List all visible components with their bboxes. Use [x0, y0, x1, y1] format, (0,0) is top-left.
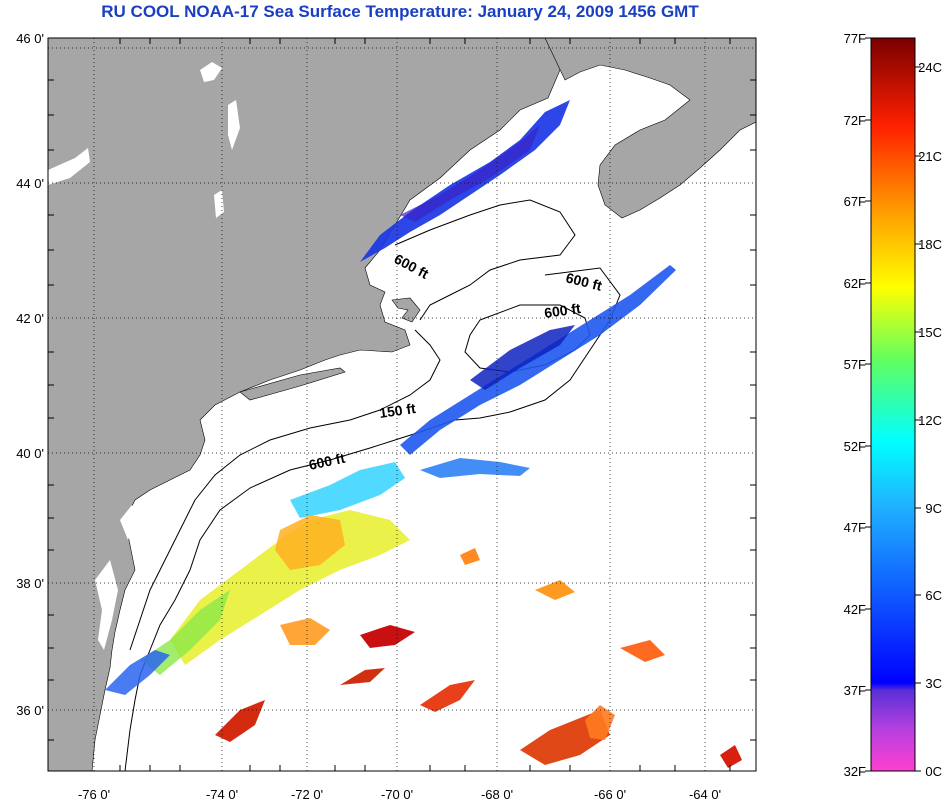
- sst-swath-slope-yellow: [170, 510, 410, 665]
- colorbar-f-label: 32F: [844, 764, 866, 779]
- lake-1: [200, 62, 222, 82]
- sst-patch-red-3: [420, 680, 475, 712]
- contour-label-4: 150 ft: [378, 400, 417, 421]
- delaware-bay: [120, 505, 138, 540]
- colorbar-c-label: 24C: [918, 60, 942, 75]
- colorbar-f-label: 37F: [844, 683, 866, 698]
- lake-4: [48, 148, 90, 185]
- sst-swath-slope-cyan: [290, 462, 405, 518]
- sst-patch-red-6: [720, 745, 742, 768]
- colorbar-c-label: 9C: [925, 501, 942, 516]
- colorbar-c-label: 0C: [925, 764, 942, 779]
- lon-label: -68 0': [481, 787, 513, 802]
- colorbar-c-label: 12C: [918, 413, 942, 428]
- sst-swath-shelf-blue: [420, 458, 530, 478]
- lat-label: 46 0': [16, 31, 44, 46]
- contour-600ft-gulf-maine: [394, 199, 576, 321]
- colorbar-scale: [870, 37, 916, 772]
- colorbar-f-label: 72F: [844, 113, 866, 128]
- colorbar-c-label: 6C: [925, 588, 942, 603]
- sst-swath-coastal-blue: [105, 650, 170, 695]
- contour-600ft-shelf: [124, 267, 621, 772]
- colorbar-f-label: 52F: [844, 439, 866, 454]
- colorbar-ticks: [865, 37, 921, 772]
- lon-label: -76 0': [78, 787, 110, 802]
- sst-patch-red-2: [215, 700, 265, 742]
- longitude-labels: -76 0' -74 0' -72 0' -70 0' -68 0' -66 0…: [78, 787, 721, 802]
- colorbar-c-label: 18C: [918, 237, 942, 252]
- lon-label: -70 0': [381, 787, 413, 802]
- sst-patch-red-5: [340, 668, 385, 685]
- sst-swath-gulf-maine-inner: [400, 125, 540, 222]
- sst-patch-orange-3: [460, 548, 480, 565]
- contour-150ft-shelf: [129, 329, 441, 651]
- colorbar-f-label: 42F: [844, 602, 866, 617]
- sst-swath-georges-dark: [470, 325, 575, 390]
- map-panel: 600 ft 600 ft 600 ft 150 ft 600 ft: [47, 37, 757, 772]
- lake-3: [214, 190, 224, 218]
- colorbar-f-label: 57F: [844, 357, 866, 372]
- sst-patch-orange-4: [620, 640, 665, 662]
- frame-ticks: [48, 38, 756, 771]
- map-frame: [47, 37, 757, 772]
- lat-label: 36 0': [16, 703, 44, 718]
- colorbar-f-label: 62F: [844, 276, 866, 291]
- cape-cod: [391, 297, 421, 323]
- lon-label: -74 0': [206, 787, 238, 802]
- sst-data-swaths: [105, 100, 742, 768]
- chesapeake-bay: [95, 560, 118, 650]
- map-title: RU COOL NOAA-17 Sea Surface Temperature:…: [101, 2, 699, 21]
- lake-2: [228, 100, 240, 150]
- lon-label: -72 0': [291, 787, 323, 802]
- sst-patch-orange-1: [280, 618, 330, 645]
- lat-label: 40 0': [16, 446, 44, 461]
- lon-label: -64 0': [689, 787, 721, 802]
- colorbar-f-label: 47F: [844, 520, 866, 535]
- long-island: [239, 367, 346, 401]
- lat-label: 44 0': [16, 176, 44, 191]
- latitude-labels: 46 0' 44 0' 42 0' 40 0' 38 0' 36 0': [16, 31, 44, 718]
- sst-patch-orange-2: [585, 705, 615, 740]
- sst-patch-orange-5: [535, 580, 575, 600]
- contour-label-5: 600 ft: [307, 450, 346, 473]
- colorbar-c-label: 15C: [918, 325, 942, 340]
- lon-label: -66 0': [594, 787, 626, 802]
- lat-label: 38 0': [16, 576, 44, 591]
- nova-scotia-landmass: [544, 38, 756, 219]
- colorbar-f-label: 77F: [844, 31, 866, 46]
- sst-patch-red-1: [360, 625, 415, 648]
- colorbar-c-label: 21C: [918, 149, 942, 164]
- lat-label: 42 0': [16, 311, 44, 326]
- temperature-colorbar: 77F 72F 67F 62F 57F 52F 47F 42F 37F 32F …: [844, 31, 942, 779]
- contour-label-3: 600 ft: [543, 300, 582, 321]
- us-mainland: [48, 38, 561, 771]
- sst-swath-slope-orange: [275, 515, 345, 570]
- colorbar-c-label: 3C: [925, 676, 942, 691]
- colorbar-f-label: 67F: [844, 194, 866, 209]
- sst-swath-georges-bank: [400, 265, 676, 455]
